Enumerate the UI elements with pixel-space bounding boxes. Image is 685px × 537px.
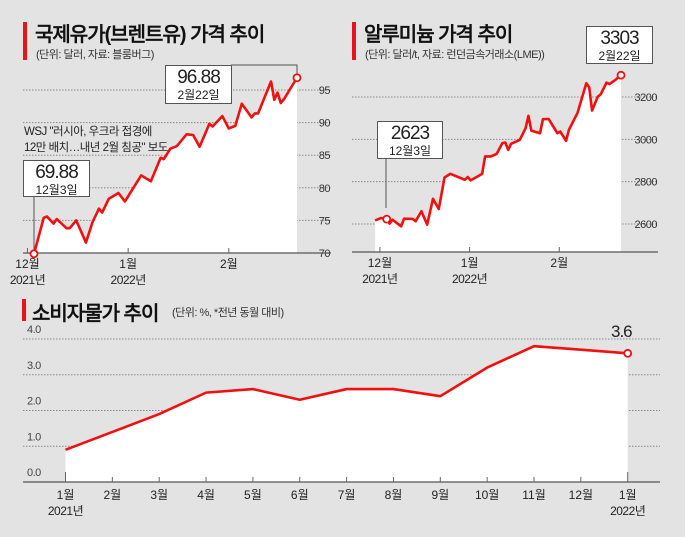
x-tick-label: 11월 — [522, 488, 546, 502]
callout-value: 69.88 — [35, 162, 79, 183]
callout-value: 96.88 — [177, 67, 221, 88]
highlight-marker — [292, 73, 302, 83]
oil-chart-subtitle: (단위: 달러, 자료: 블룸버그) — [36, 49, 154, 61]
title-accent-bar — [23, 22, 27, 60]
y-tick-label: 70 — [319, 248, 331, 260]
title-accent-bar — [352, 22, 356, 60]
x-tick-year-label: 2021년 — [362, 272, 397, 286]
x-tick-label: 12월 — [569, 488, 593, 502]
oil-annotation: WSJ "러시아, 우크라 접경에 12만 배치…내년 2월 침공" 보도 — [24, 124, 168, 156]
highlight-marker — [29, 249, 39, 259]
callout-date: 2월22일 — [177, 88, 220, 102]
x-tick-label: 6월 — [291, 488, 309, 502]
x-tick-label: 4월 — [197, 488, 215, 502]
oil-annotation-line-2: 12만 배치…내년 2월 침공" 보도 — [24, 142, 168, 154]
x-year-label: 2021년 — [48, 504, 83, 518]
x-tick-label: 10월 — [475, 488, 499, 502]
y-tick-label: 85 — [319, 150, 331, 162]
x-tick-label: 12월 — [368, 256, 392, 270]
aluminum-callout-end: 3303 2월22일 — [586, 26, 653, 64]
x-tick-label: 1월 — [57, 488, 75, 502]
y-tick-label: 2.0 — [27, 396, 41, 408]
aluminum-chart-title: 알루미늄 가격 추이 — [364, 24, 513, 46]
x-tick-year-label: 2021년 — [10, 273, 45, 287]
x-tick-label: 1월 — [619, 488, 637, 502]
callout-date: 2월22일 — [598, 49, 641, 63]
callout-date: 12월3일 — [388, 144, 432, 158]
callout-connector — [231, 64, 298, 75]
x-tick-label: 12월 — [15, 257, 39, 271]
y-tick-label: 90 — [319, 118, 331, 130]
x-tick-label: 5월 — [244, 488, 262, 502]
y-tick-label: 75 — [319, 215, 331, 227]
area-fill — [65, 346, 628, 482]
x-tick-year-label: 2022년 — [111, 273, 146, 287]
x-tick-label: 2월 — [103, 488, 121, 502]
x-tick-label: 3월 — [150, 488, 168, 502]
area-fill — [375, 75, 621, 252]
oil-chart-title: 국제유가(브렌트유) 가격 추이 — [35, 24, 265, 46]
y-tick-label: 95 — [319, 85, 331, 97]
oil-annotation-line-1: WSJ "러시아, 우크라 접경에 — [24, 126, 152, 138]
x-tick-label: 1월 — [119, 257, 137, 271]
x-tick-label: 1월 — [461, 256, 479, 270]
callout-value: 2623 — [390, 123, 430, 144]
oil-callout-end: 96.88 2월22일 — [165, 65, 232, 104]
aluminum-chart-subtitle: (단위: 달러/t, 자료: 런던금속거래소(LME)) — [365, 49, 545, 61]
highlight-marker — [616, 70, 626, 80]
title-accent-bar — [22, 299, 26, 321]
x-tick-label: 7월 — [338, 488, 356, 502]
cpi-chart-subtitle: (단위: %, *전년 동월 대비) — [172, 307, 284, 319]
highlight-marker — [382, 214, 392, 224]
y-tick-label: 3200 — [635, 92, 658, 104]
callout-date: 12월3일 — [35, 183, 78, 197]
x-tick-label: 9월 — [431, 488, 449, 502]
y-tick-label: 4.0 — [27, 324, 41, 336]
oil-callout-start: 69.88 12월3일 — [23, 160, 90, 197]
y-tick-label: 1.0 — [27, 431, 41, 443]
x-year-label: 2022년 — [610, 504, 645, 518]
cpi-end-label: 3.6 — [611, 322, 633, 341]
x-tick-year-label: 2022년 — [452, 272, 487, 286]
aluminum-callout-start: 2623 12월3일 — [377, 121, 443, 159]
y-tick-label: 3000 — [635, 134, 658, 146]
x-tick-label: 2월 — [550, 256, 568, 270]
y-tick-label: 2800 — [635, 177, 658, 189]
y-tick-label: 80 — [319, 183, 331, 195]
cpi-chart-title: 소비자물가 추이 — [32, 303, 159, 325]
highlight-marker — [623, 348, 633, 358]
y-tick-label: 2600 — [635, 219, 658, 231]
x-tick-label: 8월 — [385, 488, 403, 502]
y-tick-label: 3.0 — [27, 360, 41, 372]
x-tick-label: 2월 — [220, 257, 238, 271]
callout-value: 3303 — [600, 28, 639, 49]
y-tick-label: 0.0 — [27, 467, 41, 479]
